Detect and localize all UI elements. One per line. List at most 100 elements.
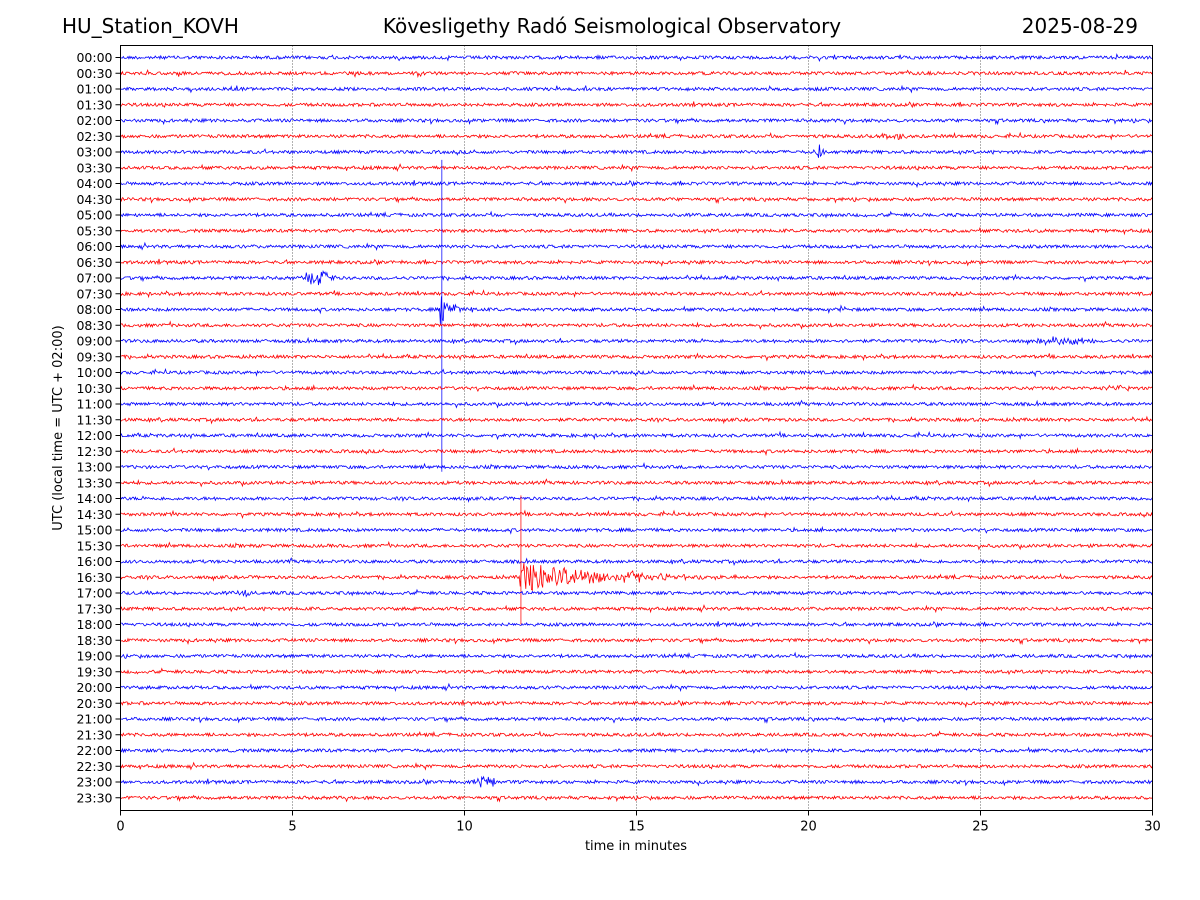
trace-20:00 (120, 682, 1153, 693)
y-tick-label: 11:30 (76, 412, 112, 427)
trace-10:00 (120, 367, 1153, 378)
trace-23:00 (120, 775, 1153, 788)
y-tick-label: 09:30 (76, 349, 112, 364)
y-tick-label: 14:30 (76, 507, 112, 522)
x-tick-label: 25 (972, 820, 989, 835)
x-axis: 0 5 10 15 20 25 30 (116, 810, 1161, 835)
traces (120, 53, 1153, 803)
y-tick-label: 04:30 (76, 192, 112, 207)
y-tick-label: 00:30 (76, 66, 112, 81)
trace-19:00 (120, 651, 1153, 660)
trace-23:30 (120, 794, 1153, 803)
trace-15:30 (120, 540, 1153, 551)
y-tick-label: 07:00 (76, 271, 112, 286)
trace-10:30 (120, 383, 1153, 393)
trace-11:00 (120, 399, 1153, 409)
y-tick-label: 16:00 (76, 554, 112, 569)
y-tick-label: 06:00 (76, 239, 112, 254)
y-tick-label: 22:00 (76, 743, 112, 758)
y-tick-label: 20:30 (76, 696, 112, 711)
y-tick-label: 10:30 (76, 381, 112, 396)
y-tick-label: 18:30 (76, 633, 112, 648)
y-tick-label: 15:30 (76, 538, 112, 553)
trace-12:30 (120, 447, 1153, 457)
y-tick-label: 02:00 (76, 113, 112, 128)
trace-03:30 (120, 163, 1153, 173)
trace-12:00 (120, 430, 1153, 441)
y-tick-label: 22:30 (76, 759, 112, 774)
trace-21:30 (120, 730, 1153, 739)
x-tick-label: 5 (288, 820, 296, 835)
y-tick-label: 23:30 (76, 790, 112, 805)
y-tick-label: 21:00 (76, 712, 112, 727)
trace-22:00 (120, 746, 1153, 754)
y-tick-label: 06:30 (76, 255, 112, 270)
y-tick-label: 08:30 (76, 318, 112, 333)
trace-22:30 (120, 761, 1153, 771)
chart-title: Kövesligethy Radó Seismological Observat… (382, 14, 842, 38)
y-tick-label: 17:30 (76, 601, 112, 616)
y-tick-label: 19:30 (76, 664, 112, 679)
trace-08:00 (120, 296, 1153, 325)
trace-05:30 (120, 226, 1153, 236)
y-tick-label: 12:00 (76, 428, 112, 443)
trace-00:00 (120, 53, 1153, 63)
y-tick-label: 03:00 (76, 145, 112, 160)
y-tick-label: 20:00 (76, 680, 112, 695)
trace-05:00 (120, 210, 1153, 219)
y-axis-label: UTC (local time = UTC + 02:00) (51, 325, 66, 530)
y-tick-label: 05:00 (76, 208, 112, 223)
trace-01:30 (120, 101, 1153, 109)
trace-18:30 (120, 637, 1153, 646)
y-tick-label: 00:00 (76, 50, 112, 65)
trace-14:30 (120, 509, 1153, 519)
y-tick-label: 04:00 (76, 176, 112, 191)
trace-01:00 (120, 84, 1153, 94)
trace-03:00 (120, 144, 1153, 158)
trace-09:00 (120, 336, 1153, 347)
y-tick-label: 02:30 (76, 129, 112, 144)
x-tick-label: 15 (628, 820, 645, 835)
trace-08:30 (120, 320, 1153, 330)
trace-16:30 (120, 562, 1153, 592)
y-tick-label: 01:00 (76, 82, 112, 97)
trace-07:30 (120, 289, 1153, 299)
y-tick-label: 03:30 (76, 160, 112, 175)
trace-13:00 (120, 461, 1153, 471)
trace-16:00 (120, 557, 1153, 567)
y-tick-label: 08:00 (76, 302, 112, 317)
x-axis-label: time in minutes (585, 839, 687, 854)
x-tick-label: 20 (800, 820, 817, 835)
trace-00:30 (120, 68, 1153, 79)
y-axis: 00:0000:3001:0001:3002:0002:3003:0003:30… (76, 50, 121, 805)
trace-21:00 (120, 715, 1153, 724)
trace-17:00 (120, 588, 1153, 598)
trace-04:30 (120, 196, 1153, 205)
trace-06:00 (120, 241, 1153, 251)
trace-06:30 (120, 258, 1153, 268)
y-tick-label: 17:00 (76, 586, 112, 601)
trace-18:00 (120, 621, 1153, 628)
y-tick-label: 23:00 (76, 775, 112, 790)
chart-date: 2025-08-29 (1021, 14, 1138, 38)
trace-20:30 (120, 699, 1153, 709)
y-tick-label: 09:00 (76, 334, 112, 349)
trace-09:30 (120, 352, 1153, 362)
trace-04:00 (120, 180, 1153, 189)
y-tick-label: 01:30 (76, 97, 112, 112)
trace-15:00 (120, 525, 1153, 535)
x-tick-label: 0 (116, 820, 124, 835)
y-tick-label: 16:30 (76, 570, 112, 585)
y-tick-label: 11:00 (76, 397, 112, 412)
trace-19:30 (120, 667, 1153, 676)
trace-14:00 (120, 494, 1153, 503)
trace-02:30 (120, 131, 1153, 141)
trace-11:30 (120, 415, 1153, 425)
trace-07:00 (120, 269, 1153, 286)
y-tick-label: 10:00 (76, 365, 112, 380)
x-tick-label: 10 (456, 820, 473, 835)
y-tick-label: 13:30 (76, 475, 112, 490)
trace-02:00 (120, 117, 1153, 126)
y-tick-label: 13:00 (76, 460, 112, 475)
y-tick-label: 15:00 (76, 523, 112, 538)
